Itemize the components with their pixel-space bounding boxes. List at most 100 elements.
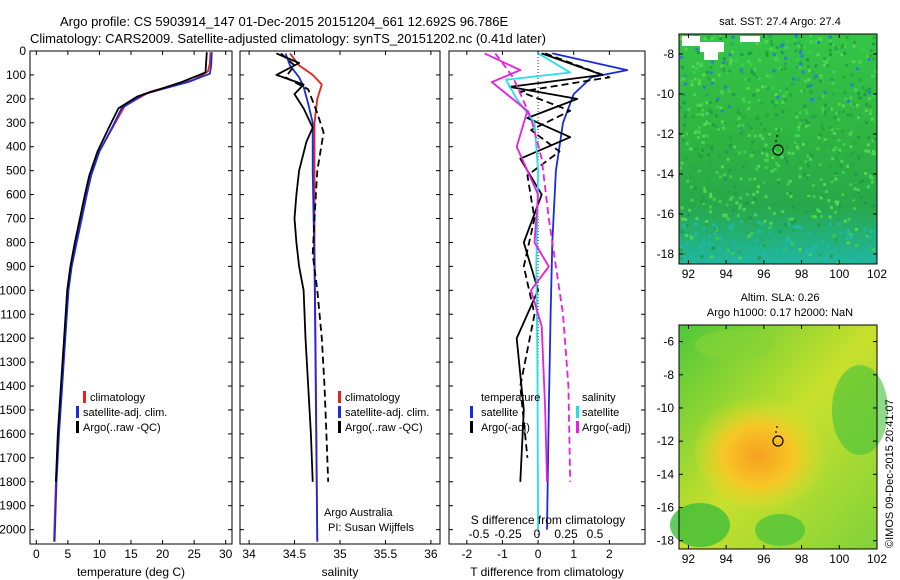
salinity-panel-frame	[239, 50, 441, 545]
map-lat-label: -8	[663, 47, 674, 61]
sst-pixel	[808, 51, 812, 54]
map-lat-label: -16	[657, 207, 675, 221]
sst-pixel	[761, 136, 765, 140]
sst-pixel	[708, 244, 712, 248]
sst-pixel	[746, 201, 750, 205]
sst-pixel	[821, 241, 825, 245]
sst-pixel	[806, 84, 810, 88]
sst-pixel	[866, 54, 870, 58]
sst-pixel	[703, 242, 706, 246]
sst-pixel	[707, 153, 711, 157]
sst-pixel	[750, 146, 754, 150]
legend-swatch-satellite	[76, 406, 79, 418]
track-dot	[775, 140, 777, 142]
sst-pixel	[702, 199, 706, 203]
sst-pixel	[798, 111, 802, 114]
sst-pixel	[807, 65, 810, 68]
sst-pixel	[819, 196, 823, 200]
sst-pixel	[690, 83, 694, 87]
sst-pixel	[748, 126, 752, 130]
sst-pixel	[775, 199, 779, 202]
sst-pixel	[838, 162, 842, 165]
sst-pixel	[845, 236, 849, 240]
sst-pixel	[777, 151, 780, 155]
sst-pixel	[791, 205, 795, 209]
sst-pixel	[775, 161, 779, 165]
sst-pixel	[856, 116, 860, 120]
sst-pixel	[729, 59, 733, 62]
sst-pixel	[791, 228, 795, 232]
sst-pixel	[850, 130, 853, 134]
sst-pixel	[691, 115, 695, 119]
sst-pixel	[835, 111, 839, 115]
track-dot	[775, 431, 777, 433]
sst-pixel	[724, 150, 728, 154]
sst-pixel	[873, 70, 877, 74]
sst-pixel	[715, 170, 719, 174]
sst-pixel	[812, 195, 816, 199]
sst-pixel	[793, 134, 797, 138]
sst-pixel	[723, 158, 727, 161]
x-tick-label: 35.5	[374, 547, 398, 561]
sst-pixel	[851, 196, 855, 200]
sst-pixel	[794, 49, 798, 53]
sst-pixel	[861, 179, 865, 183]
sst-pixel	[681, 213, 685, 217]
sst-pixel	[808, 232, 812, 236]
sst-pixel	[776, 95, 780, 99]
sst-pixel	[747, 78, 751, 82]
sst-pixel	[773, 168, 777, 172]
sst-pixel	[720, 91, 724, 95]
sst-pixel	[841, 44, 845, 47]
sst-pixel	[867, 232, 871, 236]
sst-pixel	[823, 183, 827, 186]
sst-pixel	[699, 155, 703, 159]
sst-pixel	[785, 160, 789, 164]
sst-pixel	[826, 64, 830, 68]
sst-pixel	[705, 70, 709, 74]
sst-pixel	[777, 128, 781, 132]
sst-pixel	[850, 73, 854, 77]
sst-pixel	[816, 212, 820, 216]
sst-pixel	[847, 217, 851, 221]
sst-pixel	[806, 154, 810, 158]
legend-label: satellite	[481, 407, 518, 419]
sst-pixel	[771, 86, 775, 90]
sst-pixel	[722, 61, 726, 64]
depth-tick-label: 1200	[0, 331, 26, 345]
sst-pixel	[834, 172, 837, 175]
sst-pixel	[749, 127, 753, 131]
legend-swatch-t-satellite	[470, 406, 473, 418]
sst-pixel	[834, 156, 838, 159]
sst-pixel	[855, 182, 859, 186]
sst-pixel	[786, 236, 789, 240]
sst-pixel	[680, 230, 684, 234]
sst-pixel	[708, 159, 711, 163]
top-x-tick-label: 0.25	[554, 527, 578, 541]
sst-pixel	[747, 60, 751, 63]
sst-pixel	[694, 234, 698, 238]
sst-pixel	[684, 156, 688, 160]
sst-pixel	[793, 225, 797, 229]
sst-pixel	[747, 216, 751, 220]
sst-pixel	[764, 195, 768, 199]
sst-map-title: sat. SST: 27.4 Argo: 27.4	[719, 16, 841, 28]
sst-pixel	[717, 212, 721, 216]
legend-head-temperature: temperature	[481, 392, 540, 404]
sst-pixel	[752, 93, 756, 97]
sst-pixel	[680, 78, 684, 82]
sst-pixel	[837, 211, 841, 215]
sst-pixel	[694, 147, 697, 151]
sst-pixel	[726, 135, 730, 139]
sst-pixel	[774, 127, 778, 131]
sst-pixel	[809, 157, 812, 161]
sst-pixel	[680, 161, 684, 165]
sst-pixel	[702, 226, 706, 230]
sst-pixel	[709, 205, 712, 209]
sst-pixel	[788, 189, 792, 193]
sla-low-anomaly	[832, 365, 888, 455]
sst-pixel	[826, 244, 830, 248]
sst-pixel	[699, 244, 703, 247]
sst-pixel	[696, 51, 700, 54]
sst-pixel	[766, 87, 770, 90]
